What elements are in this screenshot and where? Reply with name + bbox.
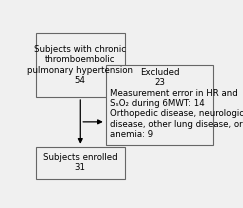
Text: Orthopedic disease, neurological: Orthopedic disease, neurological — [110, 109, 243, 118]
Text: disease, other lung disease, or: disease, other lung disease, or — [110, 120, 243, 129]
Text: anemia: 9: anemia: 9 — [110, 130, 154, 139]
Text: SₛO₂ during 6MWT: 14: SₛO₂ during 6MWT: 14 — [110, 99, 205, 108]
FancyBboxPatch shape — [36, 147, 124, 179]
Text: Excluded: Excluded — [140, 68, 179, 77]
FancyBboxPatch shape — [36, 33, 124, 97]
Text: Subjects with chronic
thromboembolic
pulmonary hypertension
54: Subjects with chronic thromboembolic pul… — [27, 45, 133, 85]
FancyBboxPatch shape — [106, 65, 213, 145]
Text: Subjects enrolled
31: Subjects enrolled 31 — [43, 153, 118, 172]
Text: Measurement error in HR and: Measurement error in HR and — [110, 89, 238, 98]
Text: 23: 23 — [154, 78, 165, 87]
